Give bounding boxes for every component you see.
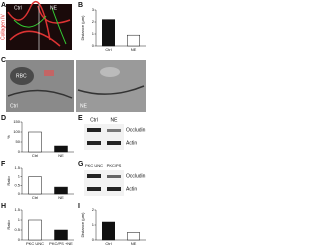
lane-label: PKC/PS xyxy=(107,163,122,168)
bar xyxy=(28,219,42,241)
x-tick-label: Ctrl xyxy=(32,195,38,200)
band xyxy=(87,141,101,145)
x-tick-label: PKC/PS +NE xyxy=(49,241,73,246)
blot xyxy=(84,170,124,196)
lumen xyxy=(100,67,120,77)
x-tick-label: Ctrl xyxy=(105,47,111,52)
band xyxy=(87,187,101,191)
y-tick-label: 1.5 xyxy=(14,165,20,170)
band-label: Actin xyxy=(126,186,137,192)
y-axis-label: Ratio xyxy=(6,176,11,186)
vessel xyxy=(13,7,67,45)
band xyxy=(87,174,101,178)
x-tick-label: Ctrl xyxy=(105,241,111,246)
y-tick-label: 0 xyxy=(92,43,95,48)
figure: Ctrl NE Collagen IV RBC Ctrl NE Ctrl NE … xyxy=(0,1,146,246)
x-tick-label: NE xyxy=(58,195,64,200)
bar xyxy=(28,131,42,153)
panel-label: H xyxy=(1,203,6,210)
y-tick-label: 100 xyxy=(13,129,20,134)
band-label: Actin xyxy=(126,140,137,146)
x-tick-label: NE xyxy=(58,153,64,158)
bar xyxy=(127,232,140,241)
panel-label: E xyxy=(78,115,83,122)
band xyxy=(107,175,121,178)
bar xyxy=(54,229,68,241)
band xyxy=(107,187,121,191)
panel-label: I xyxy=(78,203,80,210)
y-axis-label: Ratio xyxy=(6,220,11,230)
y-tick-label: 0 xyxy=(18,191,21,196)
panel-label: B xyxy=(78,2,83,9)
panel-label: G xyxy=(78,161,84,168)
membrane xyxy=(7,85,145,99)
panel-label: F xyxy=(1,161,6,168)
y-tick-label: 1 xyxy=(92,222,95,227)
band-label: Occludin xyxy=(126,127,146,133)
y-tick-label: 2 xyxy=(92,207,95,212)
bar xyxy=(28,176,42,195)
image-label: Ctrl xyxy=(14,5,22,11)
image-label: NE xyxy=(50,5,58,11)
bar xyxy=(102,221,115,241)
x-tick-label: NE xyxy=(131,241,137,246)
blot xyxy=(84,124,124,150)
y-tick-label: 1 xyxy=(92,31,95,36)
y-axis-label: Distance (μm) xyxy=(80,212,85,238)
y-tick-label: 1.5 xyxy=(14,207,20,212)
image-label: NE xyxy=(80,103,88,109)
stain-label: Collagen IV xyxy=(0,13,6,40)
lane-label: PKC UNC xyxy=(85,163,103,168)
y-tick-label: 0.5 xyxy=(14,182,20,187)
image-label: RBC xyxy=(16,73,27,79)
panel-label: A xyxy=(1,2,6,9)
y-tick-label: 0 xyxy=(92,237,95,242)
y-axis-label: Distance (μm) xyxy=(80,15,85,41)
y-tick-label: 50 xyxy=(16,139,21,144)
bar xyxy=(54,186,68,195)
rbc xyxy=(10,67,34,85)
y-tick-label: 2 xyxy=(92,19,95,24)
y-tick-label: 150 xyxy=(13,119,20,124)
image-label: Ctrl xyxy=(10,103,18,109)
band xyxy=(107,129,121,132)
y-tick-label: 1 xyxy=(18,217,21,222)
y-tick-label: 1 xyxy=(18,174,21,179)
bar xyxy=(127,34,140,47)
panel-label: C xyxy=(1,57,6,64)
highlight xyxy=(44,70,54,76)
y-tick-label: 0 xyxy=(18,237,21,242)
bar xyxy=(102,19,115,47)
band-label: Occludin xyxy=(126,173,146,179)
panel-label: D xyxy=(1,115,6,122)
x-tick-label: Ctrl xyxy=(32,153,38,158)
bar xyxy=(54,145,68,153)
lane-label: NE xyxy=(111,117,119,123)
x-tick-label: NE xyxy=(131,47,137,52)
y-tick-label: 0.5 xyxy=(14,227,20,232)
y-tick-label: 0 xyxy=(18,149,21,154)
band xyxy=(107,141,121,145)
lane-label: Ctrl xyxy=(90,117,98,123)
y-axis-label: % xyxy=(6,135,11,139)
y-tick-label: 3 xyxy=(92,7,95,12)
x-tick-label: PKC UNC xyxy=(26,241,44,246)
band xyxy=(87,128,101,132)
